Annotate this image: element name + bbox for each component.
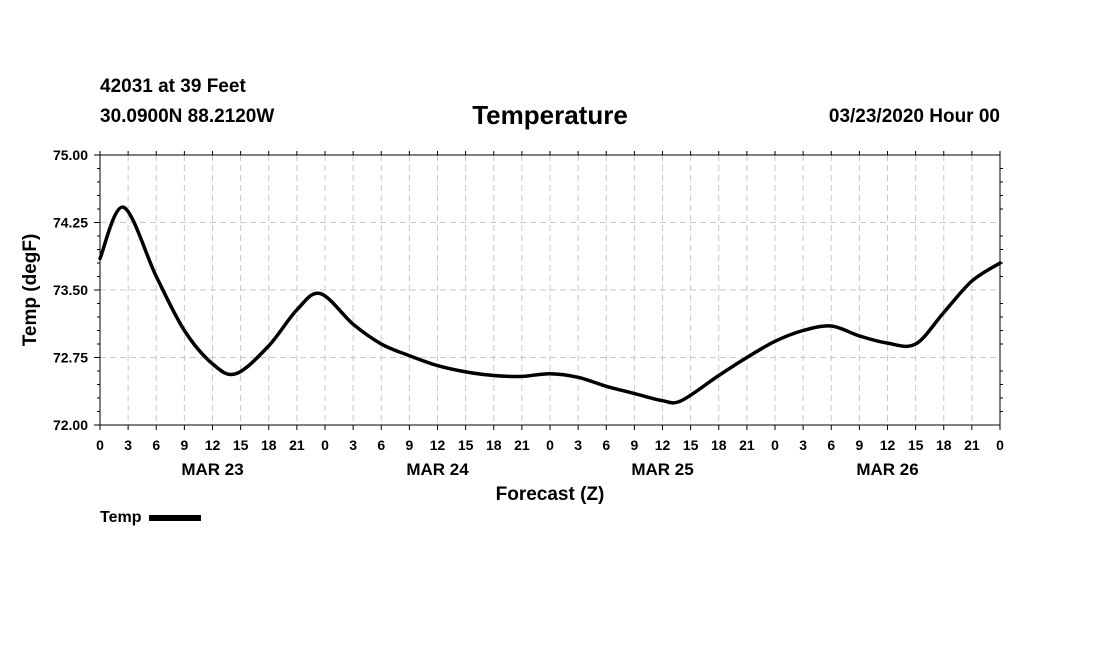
plot-frame [99,154,1001,426]
x-tick-label: 21 [289,437,305,453]
legend: Temp [100,509,202,527]
coordinates-label: 30.0900N 88.2120W [100,106,275,127]
x-tick-label: 3 [349,437,357,453]
y-tick-label: 73.50 [53,282,88,298]
station-label: 42031 at 39 Feet [100,76,246,97]
x-tick-label: 15 [683,437,699,453]
x-tick-label: 3 [799,437,807,453]
day-label: MAR 25 [631,460,693,479]
y-tick-label: 75.00 [53,147,88,163]
y-tick-label: 74.25 [53,215,88,231]
x-tick-label: 21 [739,437,755,453]
x-tick-label: 15 [233,437,249,453]
day-label: MAR 26 [856,460,918,479]
x-tick-label: 18 [261,437,277,453]
day-labels: MAR 23 MAR 24 MAR 25 MAR 26 [181,460,918,479]
x-axis-label: Forecast (Z) [496,484,605,505]
x-tick-label: 6 [827,437,835,453]
grid-lines [100,155,1000,425]
x-tick-label: 12 [205,437,221,453]
axis-ticks [94,151,1003,430]
y-tick-label: 72.75 [53,350,88,366]
x-tick-label: 18 [711,437,727,453]
x-tick-label: 0 [996,437,1004,453]
x-tick-label: 12 [430,437,446,453]
x-tick-label: 0 [321,437,329,453]
x-tick-label: 0 [771,437,779,453]
day-label: MAR 23 [181,460,243,479]
y-axis-label: Temp (degF) [20,234,41,347]
x-tick-label: 3 [124,437,132,453]
x-tick-label: 18 [936,437,952,453]
x-tick-label: 21 [514,437,530,453]
x-tick-labels: 0 3 6 9 12 15 18 21 0 3 6 9 12 15 18 21 0 3 6 9 12 15 18 21 0 3 6 9… [96,437,1004,453]
x-tick-label: 15 [458,437,474,453]
x-tick-label: 12 [655,437,671,453]
x-tick-label: 15 [908,437,924,453]
day-label: MAR 24 [406,460,469,479]
x-tick-label: 3 [574,437,582,453]
x-tick-label: 6 [602,437,610,453]
x-tick-label: 0 [96,437,104,453]
x-tick-label: 12 [880,437,896,453]
legend-label-temp: Temp [100,509,142,526]
x-tick-label: 0 [546,437,554,453]
y-tick-label: 72.00 [53,417,88,433]
x-tick-label: 9 [180,437,188,453]
chart-title: Temperature [472,100,628,130]
y-tick-labels: 72.00 72.75 73.50 74.25 75.00 [53,147,88,433]
x-tick-label: 21 [964,437,980,453]
x-tick-label: 9 [630,437,638,453]
x-tick-label: 9 [855,437,863,453]
series-line-temp [98,205,1002,405]
x-tick-label: 6 [152,437,160,453]
forecast-datetime: 03/23/2020 Hour 00 [828,106,1000,127]
legend-swatch-temp [149,515,202,521]
x-tick-label: 6 [377,437,385,453]
x-tick-label: 9 [405,437,413,453]
x-tick-label: 18 [486,437,502,453]
